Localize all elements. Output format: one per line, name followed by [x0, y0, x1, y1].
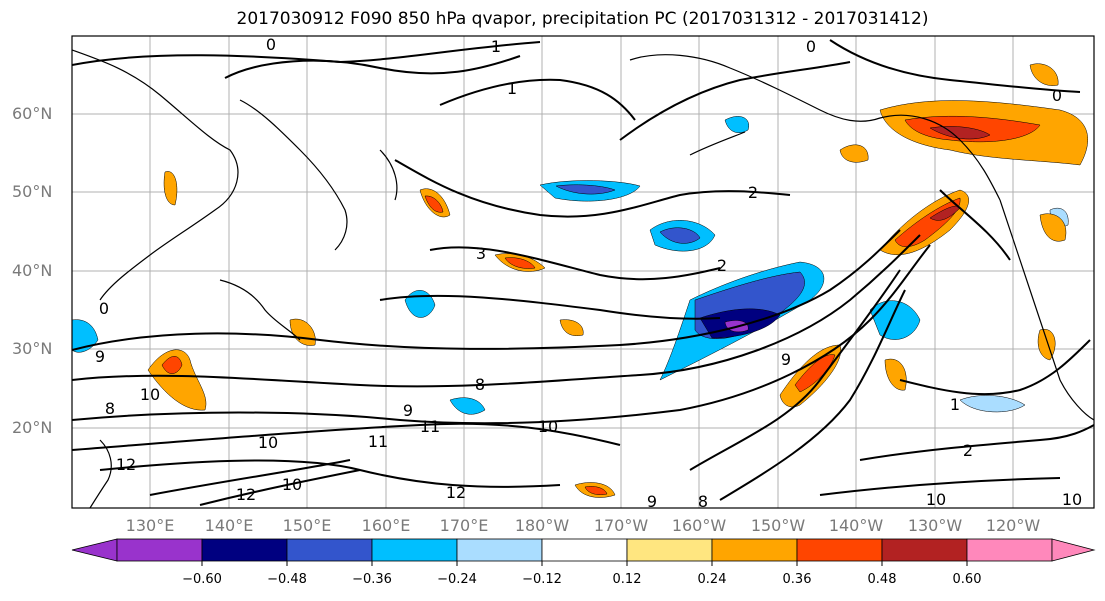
lat-label: 50°N: [12, 182, 53, 201]
colorbar-tick-label: −0.48: [267, 572, 307, 587]
contour-label: 2: [748, 183, 758, 202]
map-frame: [71, 35, 1095, 509]
contour-label: 1: [507, 79, 517, 98]
contour-label: 9: [647, 492, 657, 511]
contour-label: 10: [926, 490, 946, 509]
lon-label: 160°W: [671, 516, 727, 535]
lon-label: 170°W: [593, 516, 649, 535]
contour-label: 10: [140, 385, 160, 404]
contour-label: 11: [420, 417, 440, 436]
lat-label: 40°N: [12, 261, 53, 280]
contour-label: 3: [476, 244, 486, 263]
contour-label: 9: [781, 350, 791, 369]
contour-label: 2: [963, 441, 973, 460]
lon-label: 130°W: [907, 516, 963, 535]
contour-label: 12: [446, 483, 466, 502]
colorbar-low-extension: [71, 538, 118, 562]
contour-label: 10: [1062, 490, 1082, 509]
contour-label: 9: [403, 401, 413, 420]
contour-label: 10: [258, 433, 278, 452]
lon-label: 180°W: [514, 516, 570, 535]
colorbar-tick-label: −0.36: [352, 572, 392, 587]
contour-labels: 0 1 1 0 0 2 3 2 9 8 9 10 11 10 11 12 10 …: [95, 35, 1082, 511]
contour-label: 8: [105, 399, 115, 418]
colorbar-tick-label: −0.12: [522, 572, 562, 587]
lon-label: 130°E: [125, 516, 175, 535]
lon-label: 160°E: [361, 516, 411, 535]
contour-label: 10: [282, 475, 302, 494]
contour-label: 0: [266, 35, 276, 54]
contour-label: 12: [236, 485, 256, 504]
colorbar-tick-label: 0.36: [782, 572, 812, 587]
colorbar: [71, 538, 1096, 566]
colorbar-tick-label: 0.12: [612, 572, 642, 587]
qvapor-contours: [72, 39, 1094, 506]
lon-label: 140°E: [204, 516, 254, 535]
lat-label: 20°N: [12, 418, 53, 437]
contour-label: 1: [950, 395, 960, 414]
lon-label: 120°W: [985, 516, 1041, 535]
lon-label: 150°E: [282, 516, 332, 535]
lon-label: 170°E: [439, 516, 489, 535]
colorbar-tick-label: −0.24: [437, 572, 477, 587]
contour-label: 0: [99, 299, 109, 318]
lat-label: 60°N: [12, 104, 53, 123]
contour-label: 9: [95, 347, 105, 366]
colorbar-tick-label: 0.48: [867, 572, 897, 587]
lon-label: 150°W: [750, 516, 806, 535]
contour-label: 0: [1052, 86, 1062, 105]
lon-label: 140°W: [828, 516, 884, 535]
coastlines: [72, 49, 1094, 508]
contour-label: 10: [538, 417, 558, 436]
contour-label: 1: [491, 37, 501, 56]
contour-label: 11: [368, 432, 388, 451]
colorbar-tick-label: 0.24: [697, 572, 727, 587]
contour-label: 0: [806, 37, 816, 56]
colorbar-tick-label: −0.60: [182, 572, 222, 587]
contour-label: 8: [475, 375, 485, 394]
contour-label: 8: [698, 492, 708, 511]
lat-label: 30°N: [12, 339, 53, 358]
precip-anomaly-fills: [72, 63, 1088, 498]
colorbar-high-extension: [1051, 538, 1096, 562]
map-title: 2017030912 F090 850 hPa qvapor, precipit…: [236, 9, 929, 29]
colorbar-ticks: [201, 561, 968, 566]
contour-label: 12: [116, 455, 136, 474]
contour-label: 2: [717, 256, 727, 275]
map-area: 0 1 1 0 0 2 3 2 9 8 9 10 11 10 11 12 10 …: [72, 35, 1094, 511]
colorbar-tick-label: 0.60: [952, 572, 982, 587]
